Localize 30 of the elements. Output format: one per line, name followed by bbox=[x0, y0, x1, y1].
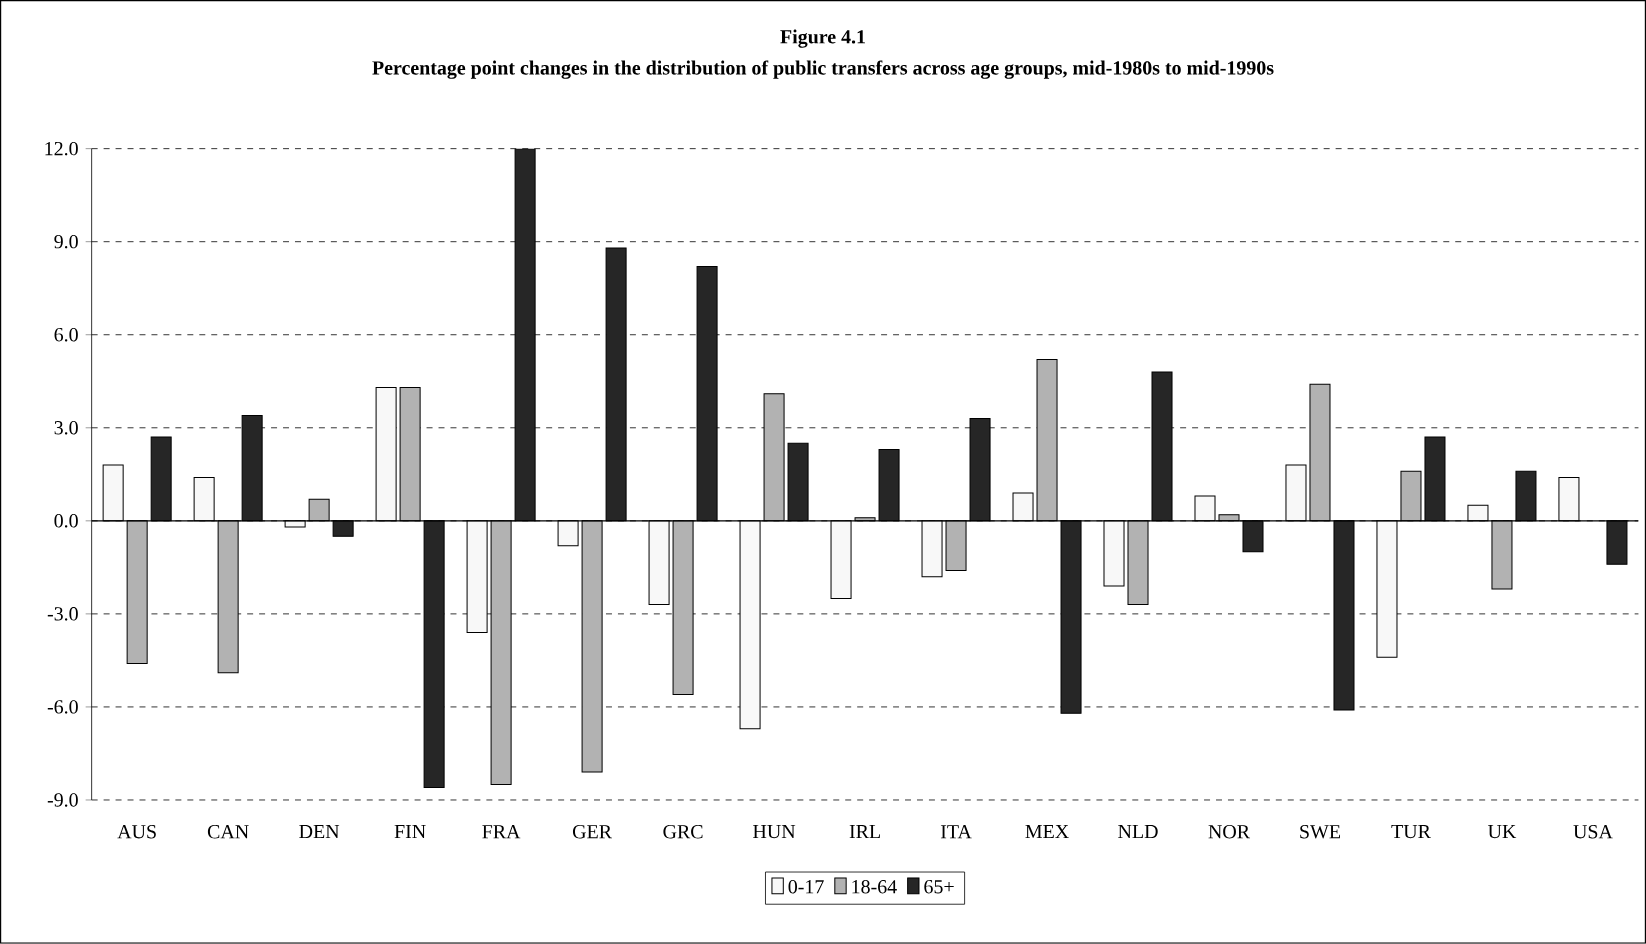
x-tick-label: NOR bbox=[1208, 825, 1251, 839]
legend-label: 18-64 bbox=[852, 880, 897, 894]
x-tick-label: CAN bbox=[207, 825, 249, 839]
y-tick-label: 9.0 bbox=[54, 235, 78, 249]
x-tick-label: USA bbox=[1573, 825, 1613, 839]
y-tick-label: -9.0 bbox=[47, 793, 78, 807]
x-tick-label: FIN bbox=[394, 825, 426, 839]
legend-label: 65+ bbox=[924, 880, 954, 894]
x-tick-label: ITA bbox=[940, 825, 972, 839]
legend-label: 0-17 bbox=[788, 880, 824, 894]
x-tick-label: FRA bbox=[482, 825, 521, 839]
y-tick-label: 6.0 bbox=[54, 328, 78, 342]
x-tick-label: UK bbox=[1487, 825, 1517, 839]
x-tick-label: SWE bbox=[1300, 825, 1341, 839]
x-tick-label: IRL bbox=[849, 825, 880, 839]
x-tick-label: GRC bbox=[663, 825, 703, 839]
y-tick-label: 12.0 bbox=[45, 142, 78, 156]
y-tick-label: -6.0 bbox=[47, 700, 78, 714]
chart-subtitle: Percentage point changes in the distribution of public transfers across age groups, mid-1980s to mid-1990s bbox=[372, 60, 1274, 80]
y-tick-label: 3.0 bbox=[54, 421, 78, 435]
y-tick-label: -3.0 bbox=[47, 607, 78, 621]
y-tick-label: 0.0 bbox=[54, 514, 78, 528]
x-tick-label: NLD bbox=[1118, 825, 1158, 839]
x-tick-label: DEN bbox=[299, 825, 340, 839]
x-tick-label: MEX bbox=[1025, 825, 1069, 839]
x-tick-label: AUS bbox=[117, 825, 156, 839]
x-tick-label: TUR bbox=[1391, 825, 1431, 839]
x-tick-label: HUN bbox=[753, 825, 796, 839]
x-tick-label: GER bbox=[572, 825, 613, 839]
chart-title: Figure 4.1 bbox=[780, 29, 865, 48]
